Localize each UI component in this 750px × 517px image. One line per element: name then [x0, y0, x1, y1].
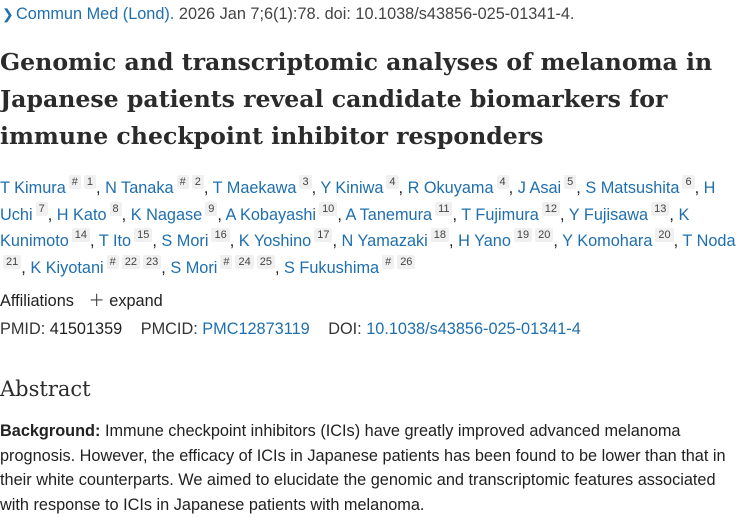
author-link[interactable]: S Matsushita	[585, 179, 680, 197]
pmcid-label: PMCID:	[140, 320, 198, 338]
background-label: Background:	[0, 422, 101, 440]
doi-label: DOI:	[328, 320, 362, 338]
pmcid-link[interactable]: PMC12873119	[202, 320, 310, 338]
author-link[interactable]: H Uchi	[0, 179, 716, 224]
affiliation-ref[interactable]: 6	[682, 175, 695, 189]
affiliation-ref[interactable]: 23	[143, 255, 162, 270]
author-link[interactable]: T Noda	[682, 232, 736, 251]
equal-contribution-mark[interactable]: #	[220, 255, 233, 270]
author-link[interactable]: H Yano	[458, 232, 511, 251]
author-link[interactable]: Y Komohara	[562, 232, 653, 251]
affiliation-ref[interactable]: 19	[513, 228, 533, 243]
author-link[interactable]: R Okuyama	[407, 179, 494, 197]
article-title: Genomic and transcriptomic analyses of m…	[0, 48, 713, 150]
author-link[interactable]: J Asai	[517, 179, 562, 197]
affiliation-ref[interactable]: 4	[496, 175, 509, 189]
affiliation-ref[interactable]: 18	[430, 228, 450, 243]
author-link[interactable]: K Yoshino	[238, 232, 312, 251]
pmid-value: 41501359	[49, 320, 123, 338]
author-link[interactable]: H Kato	[56, 205, 107, 224]
author-link[interactable]: N Tanaka	[105, 179, 174, 197]
author-link[interactable]: A Kobayashi	[225, 205, 317, 224]
author-link[interactable]: T Ito	[98, 232, 132, 251]
author-link[interactable]: S Mori	[161, 232, 209, 251]
author-link[interactable]: K Nagase	[130, 205, 203, 224]
affiliations: Affiliations ＋ expand	[0, 290, 163, 312]
author-link[interactable]: T Kimura	[0, 179, 66, 197]
affiliation-ref[interactable]: 9	[205, 201, 218, 216]
affiliations-label: Affiliations	[0, 292, 74, 310]
affiliation-ref[interactable]: 24	[235, 255, 254, 270]
affiliation-ref[interactable]: 2	[191, 175, 204, 189]
affiliation-ref[interactable]: 4	[386, 175, 399, 189]
affiliation-ref[interactable]: 15	[134, 228, 153, 243]
affiliation-ref[interactable]: 25	[256, 255, 275, 270]
author-link[interactable]: Y Kiniwa	[320, 179, 384, 197]
affiliation-ref[interactable]: 1	[83, 175, 96, 189]
affiliation-ref[interactable]: 10	[319, 201, 338, 216]
affiliation-ref[interactable]: 8	[109, 201, 122, 216]
author-link[interactable]: Y Fujisawa	[568, 205, 649, 224]
author-link[interactable]: S Mori	[170, 259, 218, 278]
author-link[interactable]: T Fujimura	[461, 205, 539, 224]
author-link[interactable]: A Tanemura	[345, 205, 433, 224]
equal-contribution-mark[interactable]: #	[176, 175, 189, 189]
affiliation-ref[interactable]: 3	[299, 175, 312, 189]
expand-affiliations-button[interactable]: expand	[109, 292, 163, 310]
affiliation-ref[interactable]: 7	[35, 201, 48, 216]
article-ids: PMID: 41501359 PMCID: PMC12873119 DOI: 1…	[0, 318, 581, 340]
affiliation-ref[interactable]: 20	[655, 228, 674, 243]
citation-details: 2026 Jan 7;6(1):78. doi: 10.1038/s43856-…	[174, 5, 575, 23]
citation: ❯ Commun Med (Lond). 2026 Jan 7;6(1):78. …	[2, 3, 574, 25]
affiliation-ref[interactable]: 5	[564, 175, 577, 189]
affiliation-ref[interactable]: 14	[71, 228, 91, 243]
doi-link[interactable]: 10.1038/s43856-025-01341-4	[366, 320, 581, 338]
author-link[interactable]: K Kunimoto	[0, 205, 690, 251]
abstract-background: Background: Immune checkpoint inhibitors…	[0, 419, 745, 517]
affiliation-ref[interactable]: 21	[3, 255, 22, 270]
abstract-heading: Abstract	[0, 377, 91, 401]
author-link[interactable]: K Kiyotani	[30, 259, 104, 278]
author-link[interactable]: N Yamazaki	[341, 232, 428, 251]
affiliation-ref[interactable]: 11	[435, 201, 453, 216]
chevron-right-icon[interactable]: ❯	[2, 6, 14, 22]
equal-contribution-mark[interactable]: #	[106, 255, 119, 270]
equal-contribution-mark[interactable]: #	[382, 255, 395, 270]
affiliation-ref[interactable]: 13	[651, 201, 670, 216]
plus-icon[interactable]: ＋	[88, 292, 105, 310]
affiliation-ref[interactable]: 26	[397, 255, 416, 270]
affiliation-ref[interactable]: 17	[314, 228, 333, 243]
affiliation-ref[interactable]: 12	[541, 201, 561, 216]
journal-link[interactable]: Commun Med (Lond).	[16, 5, 175, 23]
affiliation-ref[interactable]: 22	[121, 255, 140, 270]
author-list: T Kimura #1, N Tanaka #2, T Maekawa 3, Y Ki…	[0, 175, 736, 278]
affiliation-ref[interactable]: 20	[535, 228, 554, 243]
author-link[interactable]: S Fukushima	[284, 259, 380, 278]
affiliation-ref[interactable]: 16	[211, 228, 230, 243]
author-link[interactable]: T Maekawa	[212, 179, 297, 197]
pmid-label: PMID:	[0, 320, 46, 338]
equal-contribution-mark[interactable]: #	[68, 175, 81, 189]
